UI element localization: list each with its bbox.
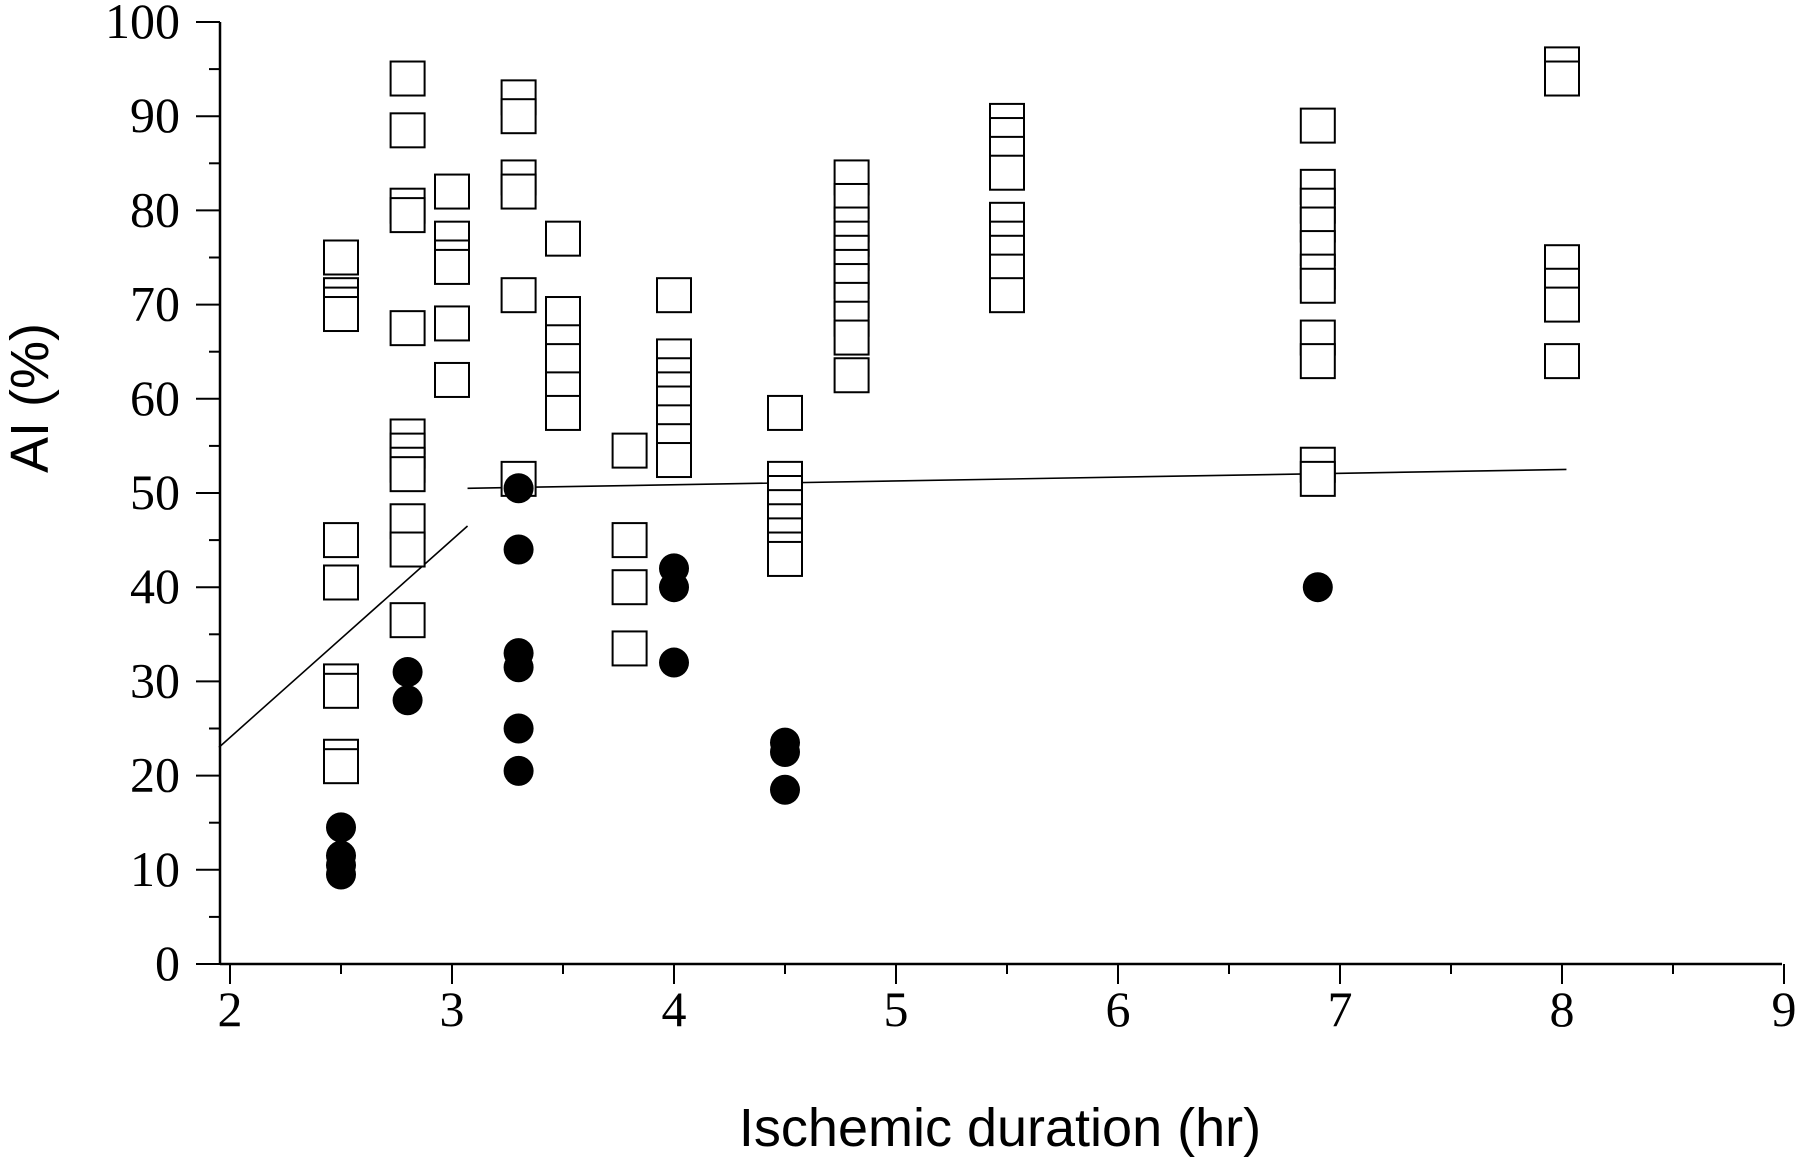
x-ticks: 2 3 4 5 6 7 8 9 (218, 964, 1797, 1037)
filled-circle-point (503, 713, 534, 744)
open-square-point (833, 357, 870, 394)
filled-circle-series (326, 473, 1333, 890)
open-square-point (611, 432, 648, 469)
open-square-point (500, 173, 537, 210)
y-tick-label: 20 (130, 747, 180, 803)
open-square-point (1299, 107, 1336, 144)
open-square-point (545, 394, 581, 431)
open-square-point (389, 112, 426, 149)
filled-circle-point (503, 755, 534, 786)
open-square-point (989, 154, 1025, 191)
filled-circle-point (326, 859, 356, 890)
open-square-point (323, 239, 359, 276)
filled-circle-point (1302, 572, 1333, 603)
fit-lines (218, 468, 1567, 748)
open-square-point (323, 748, 359, 785)
open-square-point (767, 394, 803, 431)
filled-circle-point (392, 685, 423, 716)
x-axis-title: Ischemic duration (hr) (739, 1098, 1261, 1158)
x-tick-label: 6 (1106, 981, 1131, 1037)
y-tick-label: 50 (130, 464, 180, 520)
y-tick-label: 0 (155, 935, 180, 991)
x-tick-label: 9 (1772, 981, 1797, 1037)
open-square-point (389, 197, 426, 234)
open-square-point (389, 310, 426, 347)
y-tick-label: 90 (130, 87, 180, 143)
y-tick-label: 60 (130, 370, 180, 426)
fit-line (467, 468, 1567, 490)
open-square-point (434, 361, 470, 398)
y-tick-label: 80 (130, 181, 180, 237)
open-square-point (323, 672, 359, 709)
y-tick-label: 30 (130, 652, 180, 708)
open-square-point (1299, 343, 1336, 380)
open-square-point (434, 248, 470, 285)
open-square-point (656, 442, 692, 479)
filled-circle-point (392, 656, 423, 687)
open-square-point (545, 220, 581, 257)
filled-circle-point (503, 652, 534, 683)
open-square-point (500, 277, 537, 314)
filled-circle-point (503, 473, 534, 504)
open-square-point (323, 564, 359, 601)
open-square-point (389, 531, 426, 568)
open-square-point (611, 569, 648, 606)
y-axis-title: AI (%) (0, 323, 60, 473)
open-square-point (767, 540, 803, 577)
y-ticks: 0 10 20 30 40 50 60 70 80 90 100 (105, 0, 220, 991)
x-tick-label: 8 (1550, 981, 1575, 1037)
open-square-point (1544, 343, 1580, 380)
y-tick-label: 100 (105, 0, 180, 49)
open-square-point (656, 277, 692, 314)
filled-circle-point (659, 647, 689, 678)
x-tick-label: 2 (218, 981, 243, 1037)
open-square-point (1299, 460, 1336, 497)
open-square-point (1299, 267, 1336, 304)
open-square-point (611, 630, 648, 667)
y-tick-label: 40 (130, 558, 180, 614)
filled-circle-point (659, 572, 689, 603)
open-square-point (389, 456, 426, 493)
y-tick-label: 10 (130, 841, 180, 897)
filled-circle-point (503, 534, 534, 565)
fit-line (218, 525, 469, 748)
open-square-point (434, 173, 470, 210)
open-square-point (1544, 286, 1580, 323)
open-square-point (611, 522, 648, 559)
y-tick-label: 70 (130, 276, 180, 332)
x-tick-label: 4 (662, 981, 687, 1037)
open-square-series (323, 46, 1580, 785)
x-tick-label: 3 (440, 981, 465, 1037)
open-square-point (389, 602, 426, 639)
x-tick-label: 5 (884, 981, 909, 1037)
open-square-point (833, 319, 870, 356)
open-square-point (434, 305, 470, 342)
x-tick-label: 7 (1328, 981, 1353, 1037)
open-square-point (500, 98, 537, 135)
filled-circle-point (770, 737, 800, 768)
open-square-point (1544, 60, 1580, 97)
open-square-point (989, 277, 1025, 314)
open-square-point (389, 60, 426, 97)
filled-circle-point (770, 774, 800, 805)
open-square-point (323, 296, 359, 333)
filled-circle-point (326, 812, 356, 843)
open-square-point (323, 522, 359, 559)
